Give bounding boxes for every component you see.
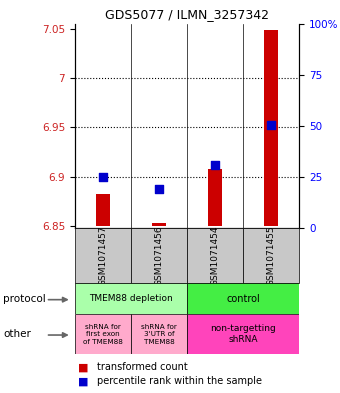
Text: GSM1071457: GSM1071457 bbox=[98, 225, 107, 286]
Point bbox=[156, 186, 162, 193]
Bar bbox=[264, 31, 278, 226]
FancyBboxPatch shape bbox=[75, 228, 131, 283]
Text: ■: ■ bbox=[78, 362, 89, 373]
Text: control: control bbox=[226, 294, 260, 304]
Text: shRNA for
3'UTR of
TMEM88: shRNA for 3'UTR of TMEM88 bbox=[141, 323, 177, 345]
Point bbox=[212, 162, 218, 168]
Point bbox=[268, 122, 274, 129]
Bar bbox=[152, 223, 166, 226]
FancyBboxPatch shape bbox=[187, 283, 299, 314]
Point bbox=[100, 173, 105, 180]
FancyBboxPatch shape bbox=[243, 228, 299, 283]
Text: shRNA for
first exon
of TMEM88: shRNA for first exon of TMEM88 bbox=[83, 323, 123, 345]
Text: non-targetting
shRNA: non-targetting shRNA bbox=[210, 324, 276, 344]
Text: ■: ■ bbox=[78, 376, 89, 386]
Text: TMEM88 depletion: TMEM88 depletion bbox=[89, 294, 173, 303]
Bar bbox=[208, 169, 222, 226]
FancyBboxPatch shape bbox=[75, 314, 131, 354]
Title: GDS5077 / ILMN_3257342: GDS5077 / ILMN_3257342 bbox=[105, 8, 269, 21]
Text: other: other bbox=[3, 329, 31, 339]
Text: protocol: protocol bbox=[3, 294, 46, 304]
Bar bbox=[96, 195, 110, 226]
FancyBboxPatch shape bbox=[187, 228, 243, 283]
FancyBboxPatch shape bbox=[131, 228, 187, 283]
Text: GSM1071454: GSM1071454 bbox=[210, 225, 220, 286]
Text: GSM1071455: GSM1071455 bbox=[267, 225, 276, 286]
FancyBboxPatch shape bbox=[131, 314, 187, 354]
Text: GSM1071456: GSM1071456 bbox=[154, 225, 164, 286]
FancyBboxPatch shape bbox=[75, 283, 187, 314]
Text: percentile rank within the sample: percentile rank within the sample bbox=[97, 376, 262, 386]
Text: transformed count: transformed count bbox=[97, 362, 188, 373]
FancyBboxPatch shape bbox=[187, 314, 299, 354]
